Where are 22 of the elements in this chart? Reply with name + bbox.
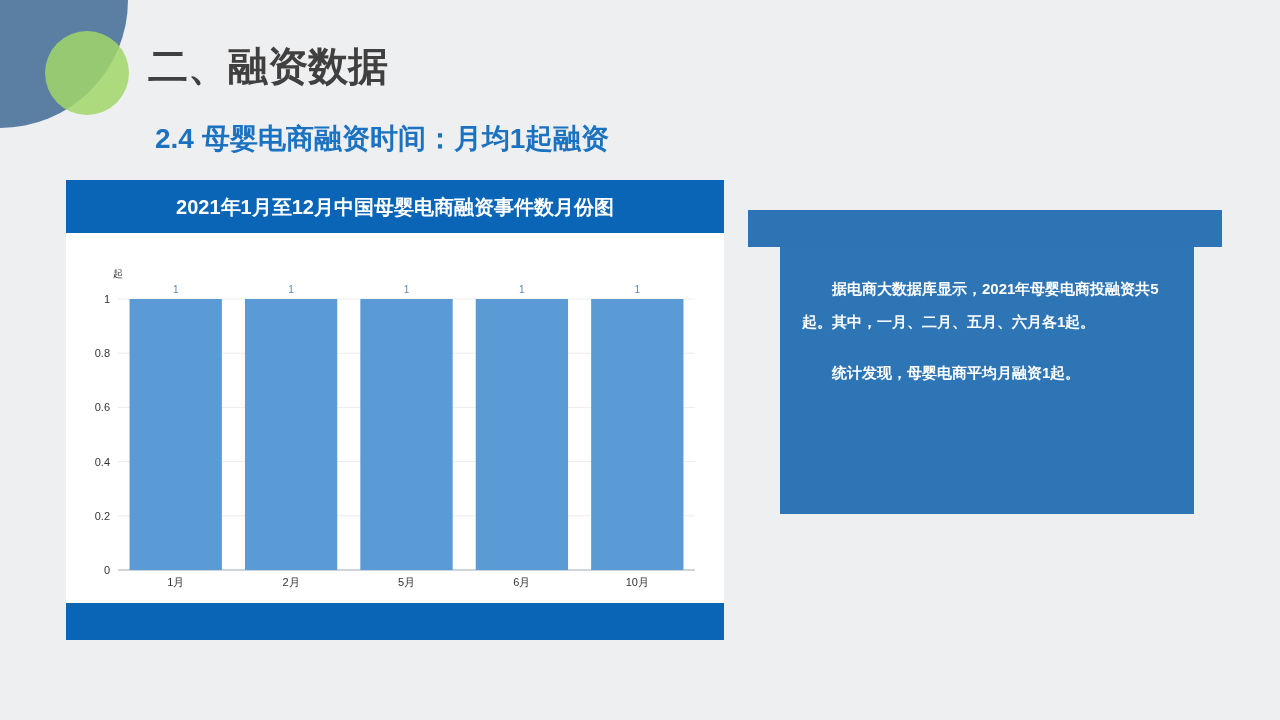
y-tick-label: 0.4 <box>94 455 110 468</box>
data-label: 1 <box>519 284 525 295</box>
title: 2021年1月至12月中国母婴电商融资事件数月份图 <box>176 196 614 218</box>
y-tick-label: 0 <box>103 564 110 576</box>
y-tick-label: 0.6 <box>94 401 110 414</box>
y-axis-title: 起 <box>113 268 123 279</box>
x-tick-label: 2月 <box>282 576 300 588</box>
data-label: 1 <box>403 284 410 295</box>
data-label: 1 <box>172 284 179 295</box>
annotation: 统计发现，母婴电商平均月融资1起。 <box>831 363 1082 383</box>
x-tick-label: 10月 <box>625 576 649 588</box>
data-label: 1 <box>288 284 294 295</box>
x-tick-label: 5月 <box>397 576 416 588</box>
data-label: 1 <box>634 284 641 295</box>
x-tick-label: 6月 <box>513 576 531 588</box>
y-tick-label: 1 <box>103 293 110 305</box>
annotation: 2.4 母婴电商融资时间：月均1起融资 <box>155 123 610 154</box>
y-tick-label: 0.2 <box>94 509 110 522</box>
annotation: 二、融资数据 <box>148 44 388 88</box>
x-tick-label: 1月 <box>167 576 185 588</box>
y-tick-label: 0.8 <box>94 347 110 360</box>
annotation: 据电商大数据库显示，2021年母婴电商投融资共5起。其中，一月、二月、五月、六月各1起。 <box>802 279 1160 332</box>
